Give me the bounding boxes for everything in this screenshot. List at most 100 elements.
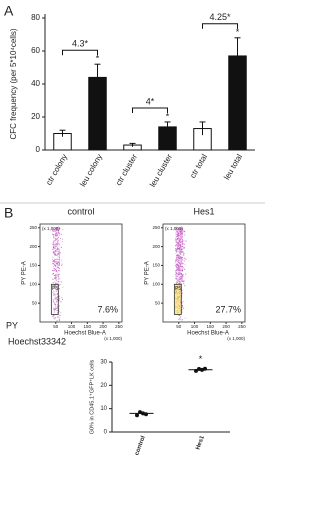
event-dot xyxy=(176,260,178,262)
event-dot xyxy=(175,239,177,241)
event-dot xyxy=(62,287,64,289)
event-dot xyxy=(176,266,178,268)
event-dot xyxy=(56,258,58,260)
event-dot xyxy=(56,234,58,236)
annotation: 4* xyxy=(146,96,155,106)
event-dot xyxy=(181,276,183,278)
event-dot xyxy=(56,227,58,229)
event-dot xyxy=(180,243,182,246)
event-dot xyxy=(179,248,181,250)
event-dot xyxy=(54,234,56,236)
event-dot xyxy=(53,245,55,247)
event-dot xyxy=(180,264,182,266)
event-dot xyxy=(178,255,180,258)
event-dot xyxy=(179,250,181,253)
outer-y-label: PY xyxy=(6,320,18,330)
annotation: 4.25* xyxy=(209,12,231,22)
event-dot xyxy=(185,258,187,260)
event-dot xyxy=(175,251,177,253)
event-dot xyxy=(56,293,58,295)
point xyxy=(197,367,201,371)
gate xyxy=(50,283,59,315)
event-dot xyxy=(58,233,60,235)
event-dot xyxy=(52,230,54,232)
event-dot xyxy=(54,302,56,304)
event-dot xyxy=(54,239,56,241)
event-dot xyxy=(175,253,177,255)
event-dot xyxy=(55,265,57,267)
event-dot xyxy=(56,228,58,230)
event-dot xyxy=(55,260,57,263)
event-dot xyxy=(175,277,177,279)
event-dot xyxy=(180,266,182,268)
event-dot xyxy=(58,250,60,252)
event-dot xyxy=(180,249,183,251)
event-dot xyxy=(175,234,177,236)
event-dot xyxy=(55,250,57,252)
event-dot xyxy=(59,277,61,279)
event-dot xyxy=(55,233,57,235)
event-dot xyxy=(176,237,178,240)
event-dot xyxy=(57,236,59,238)
event-dot xyxy=(57,271,59,273)
event-dot xyxy=(179,260,181,262)
event-dot xyxy=(177,245,179,247)
y-unit: (x 1,000) xyxy=(165,226,183,231)
event-dot xyxy=(177,246,179,248)
x-tick-label: 100 xyxy=(68,324,76,329)
event-dot xyxy=(181,252,183,254)
event-dot xyxy=(57,241,59,243)
event-dot xyxy=(60,259,63,261)
event-dot xyxy=(60,311,62,314)
event-dot xyxy=(54,316,56,319)
event-dot xyxy=(176,278,178,280)
event-dot xyxy=(183,275,185,277)
event-dot xyxy=(55,239,57,241)
event-dot xyxy=(54,288,56,290)
event-dot xyxy=(58,307,60,309)
event-dot xyxy=(54,309,56,311)
point xyxy=(141,411,145,416)
event-dot xyxy=(58,311,60,313)
event-dot xyxy=(57,258,59,260)
event-dot xyxy=(55,267,57,269)
event-dot xyxy=(55,238,57,240)
event-dot xyxy=(59,314,61,317)
event-dot xyxy=(54,275,56,277)
event-dot xyxy=(57,238,59,240)
event-dot xyxy=(53,267,55,269)
event-dot xyxy=(182,253,184,255)
point xyxy=(200,367,204,372)
event-dot xyxy=(175,236,177,238)
event-dot xyxy=(53,291,55,293)
event-dot xyxy=(176,281,178,284)
event-dot xyxy=(54,245,56,247)
event-dot xyxy=(53,243,55,246)
event-dot xyxy=(58,257,60,259)
event-dot xyxy=(56,261,58,263)
event-dot xyxy=(175,227,177,229)
event-dot xyxy=(179,261,181,263)
event-dot xyxy=(183,231,185,233)
event-dot xyxy=(179,241,181,243)
event-dot xyxy=(52,317,54,319)
event-dot xyxy=(176,270,178,272)
event-dot xyxy=(53,287,55,289)
event-dot xyxy=(180,316,182,318)
event-dot xyxy=(182,240,184,242)
point xyxy=(135,413,139,418)
event-dot xyxy=(183,257,185,259)
event-dot xyxy=(177,275,179,277)
event-dot xyxy=(57,278,59,280)
event-dot xyxy=(183,307,185,309)
event-dot xyxy=(58,273,60,275)
y-tick-label: 250 xyxy=(29,225,37,230)
event-dot xyxy=(55,290,57,292)
y-tick-label: 250 xyxy=(152,225,160,230)
event-dot xyxy=(56,262,58,264)
event-dot xyxy=(57,267,60,269)
event-dot xyxy=(54,235,56,237)
event-dot xyxy=(53,269,55,271)
event-dot xyxy=(177,258,179,260)
event-dot xyxy=(175,259,177,261)
